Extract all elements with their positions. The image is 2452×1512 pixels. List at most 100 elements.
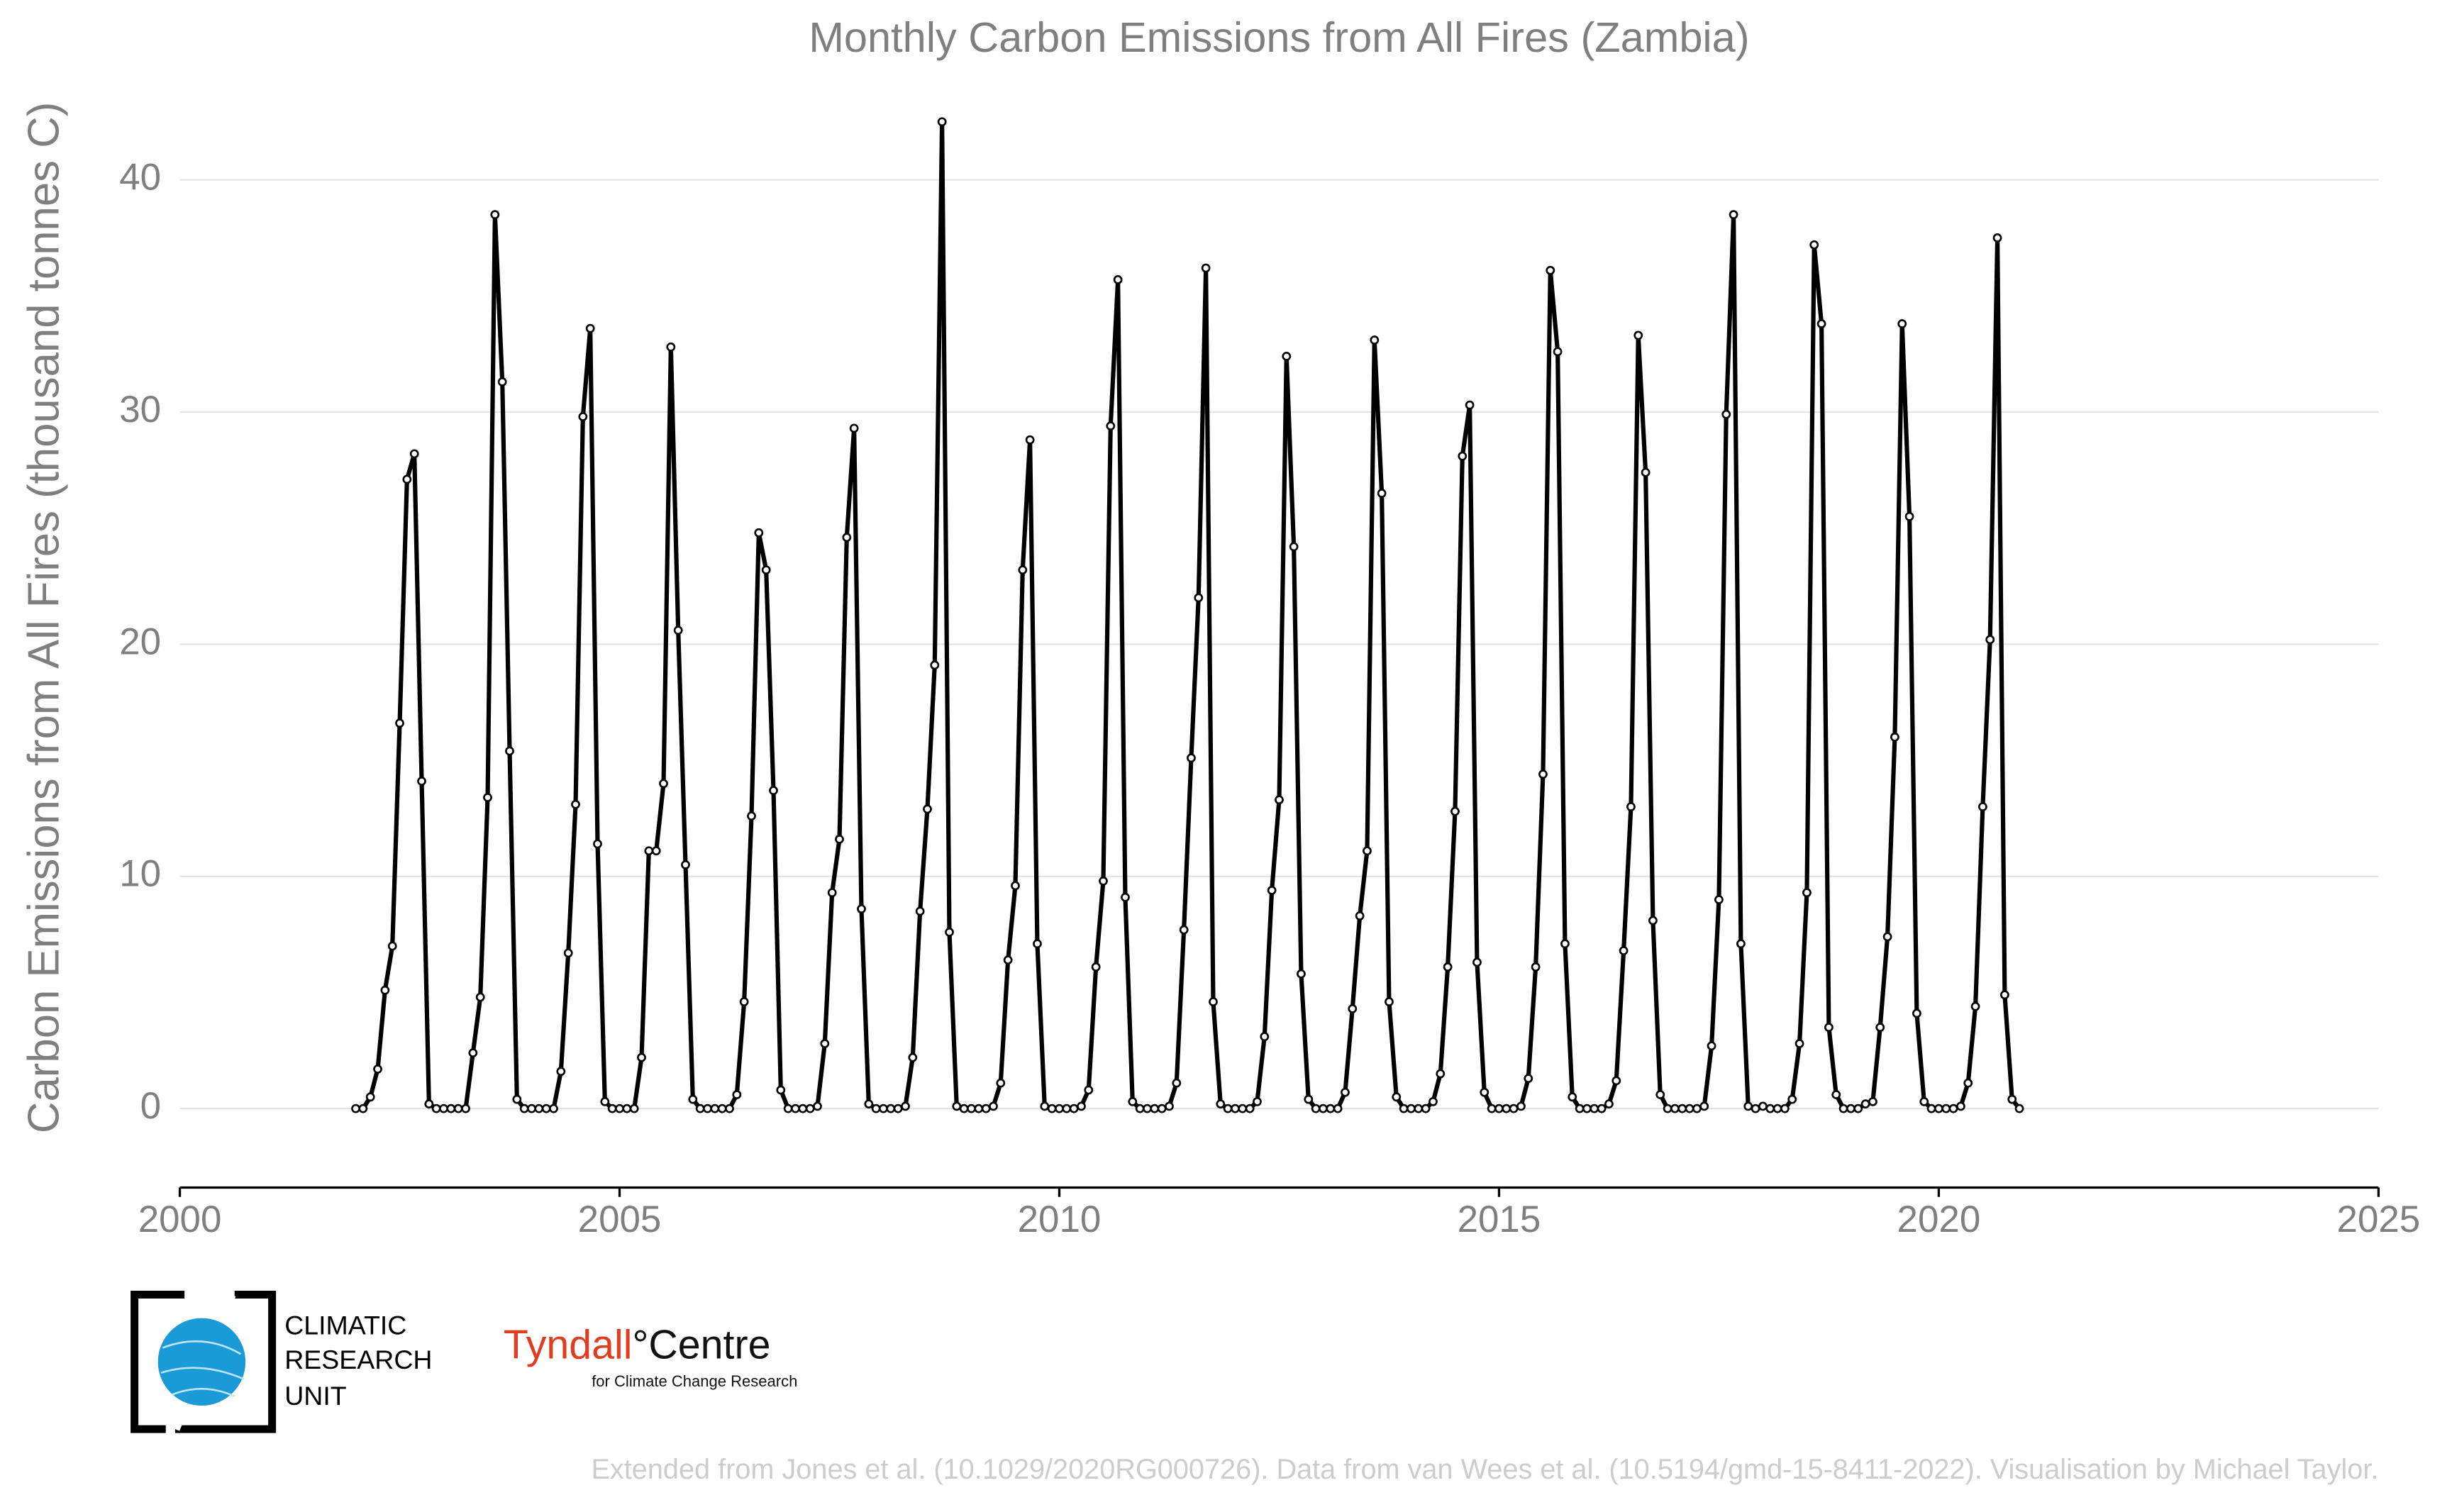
data-point xyxy=(1853,1104,1863,1113)
data-point xyxy=(607,1104,617,1113)
data-point xyxy=(1407,1104,1416,1113)
data-point xyxy=(1363,846,1372,856)
data-point xyxy=(930,660,940,670)
data-point xyxy=(1223,1104,1233,1113)
data-point xyxy=(1860,1099,1870,1109)
data-point xyxy=(673,626,683,635)
data-point xyxy=(1135,1104,1145,1113)
data-point xyxy=(1143,1104,1152,1113)
data-point xyxy=(1421,1104,1431,1113)
data-point xyxy=(666,342,676,352)
data-point xyxy=(475,992,485,1002)
data-point xyxy=(358,1104,368,1113)
logo-text: CLIMATIC xyxy=(284,1311,406,1340)
data-point xyxy=(1590,1104,1599,1113)
data-point xyxy=(747,811,756,821)
data-point xyxy=(387,941,397,951)
data-point xyxy=(1472,957,1482,967)
data-point xyxy=(1465,400,1475,410)
data-point xyxy=(1106,421,1116,430)
data-point xyxy=(1743,1101,1753,1111)
data-point xyxy=(637,1052,646,1062)
data-point xyxy=(813,1101,822,1111)
data-point xyxy=(945,927,954,937)
data-point xyxy=(937,117,947,127)
data-point xyxy=(1172,1078,1182,1088)
data-point xyxy=(1553,347,1563,357)
data-point xyxy=(1077,1101,1086,1111)
data-point xyxy=(827,888,837,898)
data-point xyxy=(1721,409,1731,419)
logo-text: RESEARCH xyxy=(284,1345,432,1374)
data-point xyxy=(1868,1096,1877,1106)
data-point xyxy=(1033,939,1042,949)
data-point xyxy=(1531,962,1541,972)
data-point xyxy=(732,1090,742,1099)
x-tick-label: 2020 xyxy=(1897,1199,1981,1240)
data-point xyxy=(923,804,932,814)
data-point xyxy=(1824,1023,1834,1032)
data-point xyxy=(842,533,852,543)
data-point xyxy=(1985,635,1995,645)
data-point xyxy=(490,210,500,220)
data-point xyxy=(563,948,573,958)
data-point xyxy=(1633,330,1643,340)
data-point xyxy=(901,1101,910,1111)
data-point xyxy=(402,474,412,484)
data-point xyxy=(820,1039,830,1048)
data-point xyxy=(468,1048,478,1057)
data-point xyxy=(424,1099,434,1109)
data-point xyxy=(1436,1069,1446,1079)
y-axis-label: Carbon Emissions from All Fires (thousan… xyxy=(19,102,68,1133)
x-tick-label: 2005 xyxy=(578,1199,662,1240)
data-point xyxy=(783,1104,793,1113)
data-point xyxy=(1304,1094,1314,1104)
data-point xyxy=(1355,911,1365,921)
data-point xyxy=(1018,565,1028,574)
data-point xyxy=(1890,732,1899,742)
data-point xyxy=(703,1104,712,1113)
data-point xyxy=(1780,1104,1790,1113)
data-point xyxy=(908,1052,918,1062)
data-point xyxy=(952,1101,962,1111)
data-point xyxy=(1341,1087,1350,1097)
data-point xyxy=(1091,962,1101,972)
data-point xyxy=(1597,1104,1607,1113)
data-point xyxy=(981,1104,991,1113)
data-point xyxy=(1524,1074,1533,1083)
data-point xyxy=(871,1104,881,1113)
data-point xyxy=(717,1104,727,1113)
x-tick-label: 2015 xyxy=(1458,1199,1541,1240)
logo-text: UNIT xyxy=(284,1381,347,1411)
data-point xyxy=(1062,1104,1072,1113)
data-point xyxy=(659,779,668,789)
data-point xyxy=(967,1104,976,1113)
data-point xyxy=(1245,1104,1255,1113)
data-point xyxy=(1626,802,1636,811)
data-point xyxy=(1348,1004,1358,1013)
data-point xyxy=(1611,1076,1621,1086)
logo-tagline: for Climate Change Research xyxy=(592,1372,797,1390)
data-point xyxy=(1297,969,1306,979)
data-point xyxy=(644,846,654,856)
data-point xyxy=(1794,1039,1804,1048)
data-point xyxy=(1326,1104,1336,1113)
data-point xyxy=(1216,1099,1226,1109)
data-point xyxy=(1450,806,1460,816)
data-point xyxy=(1128,1096,1138,1106)
data-line xyxy=(355,119,2021,1111)
data-point xyxy=(2014,1104,2024,1113)
data-point xyxy=(1948,1104,1958,1113)
data-point xyxy=(1267,886,1277,895)
data-point xyxy=(849,423,859,433)
data-point xyxy=(1231,1104,1240,1113)
data-point xyxy=(1604,1099,1614,1109)
data-point xyxy=(681,860,690,869)
data-point xyxy=(1641,467,1651,477)
data-point xyxy=(380,985,390,995)
data-point xyxy=(1311,1104,1321,1113)
data-point xyxy=(1809,240,1819,250)
data-point xyxy=(1619,946,1629,955)
data-point xyxy=(1392,1092,1402,1102)
data-point xyxy=(1919,1096,1929,1106)
